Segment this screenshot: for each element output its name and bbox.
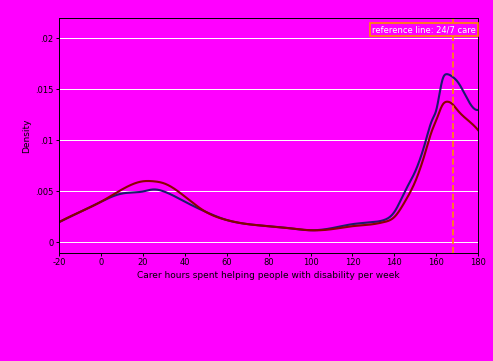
Text: reference line: 24/7 care: reference line: 24/7 care (372, 25, 476, 34)
Comparison carers (260, 223, 266, 228)
Trial carers (77, 209, 83, 214)
Comparison carers (463, 117, 469, 121)
Comparison carers (312, 228, 318, 232)
Trial carers (387, 215, 392, 219)
Trial carers (249, 222, 255, 227)
X-axis label: Carer hours spent helping people with disability per week: Carer hours spent helping people with di… (138, 271, 400, 280)
Comparison carers (77, 209, 83, 214)
Line: Comparison carers: Comparison carers (59, 102, 478, 230)
Comparison carers (444, 100, 450, 104)
Trial carers (309, 228, 315, 232)
Y-axis label: Density: Density (22, 118, 31, 153)
Trial carers (444, 72, 450, 76)
Trial carers (56, 220, 62, 224)
Comparison carers (56, 220, 62, 224)
Line: Trial carers: Trial carers (59, 74, 478, 230)
Trial carers (475, 108, 481, 112)
Comparison carers (463, 117, 469, 121)
Trial carers (463, 95, 469, 99)
Comparison carers (249, 222, 255, 227)
Comparison carers (475, 128, 481, 132)
Comparison carers (387, 218, 392, 223)
Trial carers (260, 223, 266, 228)
Trial carers (463, 95, 469, 100)
